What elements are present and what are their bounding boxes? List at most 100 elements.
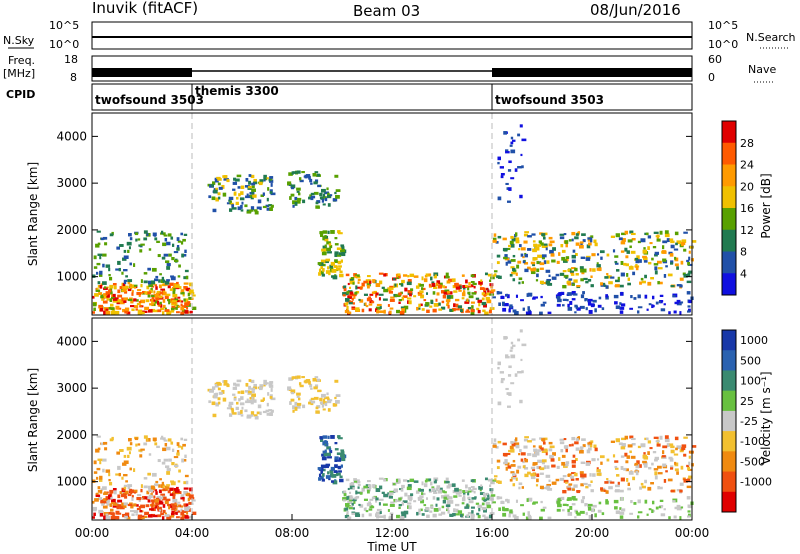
velocity-echo (340, 451, 345, 455)
power-echo (547, 282, 553, 286)
power-echo (581, 233, 586, 236)
power-echo (502, 237, 507, 241)
power-echo (331, 268, 337, 273)
velocity-echo (211, 389, 215, 392)
power-echo (674, 231, 679, 236)
power-echo (489, 279, 492, 283)
velocity-echo (160, 509, 163, 513)
velocity-echo (324, 440, 327, 443)
power-echo (131, 308, 135, 312)
velocity-echo (339, 475, 343, 479)
power-echo (158, 304, 162, 307)
velocity-echo (594, 513, 597, 518)
power-echo (542, 236, 546, 240)
velocity-echo (368, 508, 373, 511)
velocity-echo (176, 442, 180, 446)
power-echo (462, 285, 467, 289)
power-echo (389, 285, 394, 289)
power-echo (485, 296, 490, 301)
velocity-echo (506, 405, 511, 408)
velocity-echo (398, 506, 401, 510)
velocity-echo (151, 499, 155, 503)
velocity-echo (140, 488, 143, 493)
power-echo (510, 266, 515, 269)
velocity-echo (532, 462, 538, 466)
power-echo (470, 280, 475, 284)
velocity-echo (176, 450, 180, 454)
velocity-echo (335, 472, 341, 476)
velocity-echo (152, 514, 158, 518)
velocity-echo (404, 492, 408, 497)
velocity-echo (398, 503, 402, 507)
velocity-echo (489, 488, 494, 492)
velocity-echo (326, 452, 331, 456)
power-echo (235, 201, 239, 206)
power-echo (166, 266, 171, 270)
velocity-echo (629, 512, 634, 515)
velocity-echo (170, 441, 174, 445)
power-echo (323, 196, 327, 199)
power-echo (321, 273, 325, 277)
velocity-echo (640, 482, 644, 486)
velocity-echo (387, 494, 392, 497)
velocity-echo (167, 490, 171, 494)
velocity-echo (560, 496, 565, 500)
velocity-echo (330, 466, 335, 471)
velocity-echo (123, 485, 127, 490)
power-echo (180, 289, 185, 293)
velocity-echo (415, 490, 420, 494)
power-echo (326, 247, 331, 251)
power-echo (502, 302, 505, 307)
velocity-echo (382, 503, 388, 506)
velocity-echo (436, 497, 440, 501)
velocity-echo (430, 505, 434, 510)
power-echo (615, 279, 620, 283)
velocity-echo (160, 493, 165, 496)
power-echo (547, 311, 552, 315)
power-echo (500, 175, 504, 179)
power-echo (335, 194, 340, 199)
velocity-echo (428, 488, 431, 492)
power-echo (154, 299, 158, 304)
velocity-echo (562, 489, 567, 494)
velocity-echo (251, 396, 254, 400)
power-echo (536, 260, 539, 265)
velocity-colorbar-tick-label: 100 (740, 375, 761, 388)
power-echo (96, 262, 101, 266)
velocity-echo (327, 471, 330, 475)
power-echo (327, 203, 331, 207)
power-echo (168, 253, 172, 257)
power-echo (587, 237, 593, 240)
velocity-echo (458, 494, 462, 497)
velocity-echo (679, 489, 683, 493)
power-echo (228, 196, 234, 201)
velocity-echo (650, 481, 655, 485)
power-echo (484, 311, 489, 315)
power-echo (102, 300, 108, 304)
power-echo (519, 124, 523, 128)
velocity-echo (173, 507, 178, 512)
velocity-echo (663, 508, 666, 511)
power-echo (446, 301, 450, 305)
velocity-echo (470, 485, 475, 489)
nsky-right-tick-bottom: 10^0 (708, 38, 738, 51)
power-echo (674, 301, 679, 305)
velocity-echo (185, 492, 191, 496)
power-echo (402, 274, 408, 277)
power-echo (187, 292, 190, 297)
velocity-echo (585, 462, 591, 466)
power-echo (508, 160, 512, 164)
power-echo (643, 247, 646, 250)
velocity-echo (156, 505, 160, 510)
velocity-echo (640, 443, 646, 448)
power-echo (612, 249, 616, 253)
velocity-echo (673, 453, 679, 456)
power-echo (157, 309, 162, 313)
velocity-echo (108, 481, 113, 486)
power-echo (102, 295, 105, 300)
power-echo (108, 273, 111, 277)
velocity-echo (314, 384, 319, 388)
power-echo (208, 195, 212, 199)
velocity-echo (428, 490, 432, 493)
velocity-echo (481, 506, 487, 511)
